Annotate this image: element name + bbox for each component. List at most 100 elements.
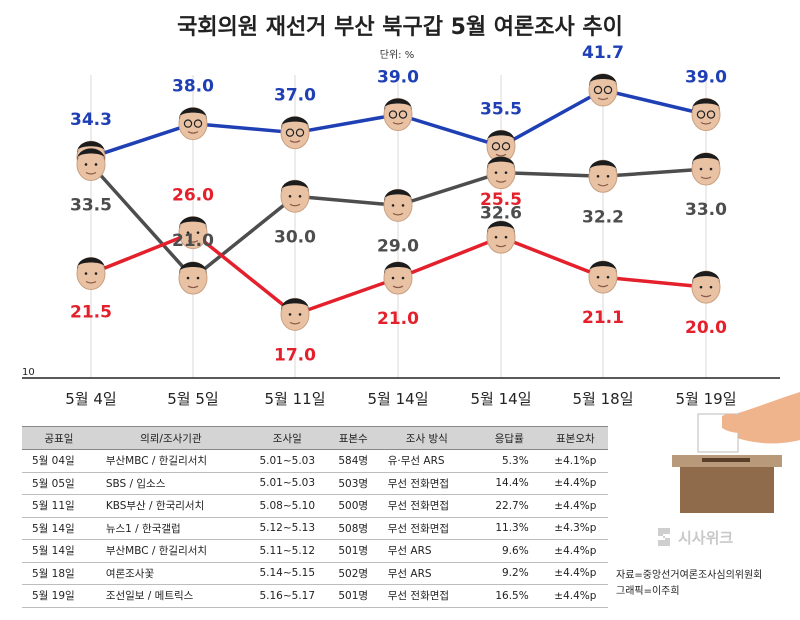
table-cell: 508명	[328, 517, 378, 540]
x-tick-label: 5월 14일	[471, 390, 532, 408]
candidate-face-marker	[76, 147, 106, 181]
table-cell: 5월 14일	[22, 517, 96, 540]
x-axis: 10 5월 4일 5월 5일 5월 11일 5월 14일 5월 14일 5월 18일 5월 1…	[22, 367, 780, 408]
x-tick-label: 5월 11일	[265, 390, 326, 408]
candidate-face-marker	[588, 159, 618, 193]
table-cell: 부산MBC / 한길리서치	[95, 539, 246, 563]
candidate-face-marker	[383, 98, 413, 132]
table-cell: 501명	[328, 539, 378, 563]
candidate-face-marker	[588, 260, 618, 294]
credits: 자료=중앙선거여론조사심의위원회 그래픽=이주희	[616, 568, 762, 600]
x-tick-label: 5월 4일	[65, 390, 116, 408]
table-cell: KBS부산 / 한국리서치	[95, 494, 246, 518]
table-cell: 5.12~5.13	[245, 517, 329, 540]
candidate-face-marker	[280, 116, 310, 150]
table-cell: 5월 18일	[22, 562, 96, 585]
candidate-face-marker	[486, 220, 516, 254]
data-labels: 34.3 38.0 37.0 39.0 35.5 41.7 39.0 33.5 21.0 30.0…	[70, 43, 727, 365]
candidate-face-marker	[178, 107, 208, 141]
column-header: 조사 방식	[377, 426, 476, 450]
data-label: 37.0	[274, 86, 316, 106]
table-cell: ±4.1%p	[542, 449, 608, 473]
candidate-faces	[76, 73, 721, 331]
table-row: 5월 04일 부산MBC / 한길리서치 5.01~5.03 584명 유·무선 ARS…	[22, 449, 608, 473]
table-cell: 뉴스1 / 한국갤럽	[95, 517, 246, 540]
table-cell: 500명	[328, 494, 378, 518]
table-cell: ±4.4%p	[542, 584, 608, 608]
data-label: 25.5	[480, 190, 522, 210]
table-header-row: 공표일 의뢰/조사기관 조사일 표본수 조사 방식 응답률 표본오차	[22, 426, 608, 450]
sisaweek-logo-text: 시사위크	[678, 529, 734, 547]
table-cell: 5.08~5.10	[245, 494, 329, 518]
table-cell: 5월 19일	[22, 584, 96, 608]
chart-title: 국회의원 재선거 부산 북구갑 5월 여론조사 추이	[177, 15, 623, 40]
table-row: 5월 05일 SBS / 입소스 5.01~5.03 503명 무선 전화면접 14.4%…	[22, 472, 608, 495]
y-axis-min-label: 10	[22, 367, 35, 378]
data-label: 41.7	[582, 43, 624, 63]
candidate-face-marker	[486, 156, 516, 190]
candidate-face-marker	[178, 261, 208, 295]
table-cell: 5월 14일	[22, 539, 96, 563]
data-label: 39.0	[685, 68, 727, 88]
table-cell: SBS / 입소스	[95, 472, 246, 495]
x-tick-label: 5월 5일	[167, 390, 218, 408]
table-cell: 16.5%	[475, 584, 543, 608]
table-cell: ±4.4%p	[542, 494, 608, 518]
data-label: 30.0	[274, 227, 316, 247]
data-label: 17.0	[274, 345, 316, 365]
data-label: 21.1	[582, 308, 624, 328]
column-header: 의뢰/조사기관	[95, 426, 246, 450]
x-tick-label: 5월 14일	[368, 390, 429, 408]
sisaweek-logo-icon	[658, 528, 670, 546]
candidate-face-marker	[691, 98, 721, 132]
source-credit: 자료=중앙선거여론조사심의위원회	[616, 570, 763, 581]
data-label: 32.6	[480, 204, 522, 224]
data-label: 35.5	[480, 99, 522, 119]
table-cell: 502명	[328, 562, 378, 585]
table-cell: 여론조사꽃	[95, 562, 246, 585]
x-tick-label: 5월 19일	[676, 390, 737, 408]
unit-label: 단위: %	[380, 48, 414, 61]
table-row: 5월 11일 KBS부산 / 한국리서치 5.08~5.10 500명 무선 전화면접 2…	[22, 494, 608, 518]
column-header: 응답률	[475, 426, 543, 450]
table-cell: 503명	[328, 472, 378, 495]
candidate-face-marker	[383, 261, 413, 295]
table-cell: ±4.4%p	[542, 562, 608, 585]
table-cell: 조선일보 / 메트릭스	[95, 584, 246, 608]
table-cell: 무선 전화면접	[377, 517, 476, 540]
data-label: 34.3	[70, 110, 112, 130]
candidate-face-marker	[280, 297, 310, 331]
data-label: 39.0	[377, 68, 419, 88]
table-cell: 5.11~5.12	[245, 539, 329, 563]
data-label: 32.2	[582, 207, 624, 227]
table-row: 5월 19일 조선일보 / 메트릭스 5.16~5.17 501명 무선 전화면접 16.…	[22, 584, 608, 608]
column-header: 공표일	[22, 426, 96, 450]
candidate-face-marker	[691, 270, 721, 304]
table-cell: 유·무선 ARS	[377, 449, 476, 473]
data-label: 20.0	[685, 318, 727, 338]
table-cell: 22.7%	[475, 494, 543, 518]
table-cell: ±4.3%p	[542, 517, 608, 540]
table-row: 5월 14일 뉴스1 / 한국갤럽 5.12~5.13 508명 무선 전화면접 11.3…	[22, 517, 608, 540]
data-label: 21.0	[377, 309, 419, 329]
candidate-face-marker	[383, 188, 413, 222]
column-header: 표본수	[328, 426, 378, 450]
table-cell: ±4.4%p	[542, 539, 608, 563]
candidate-face-marker	[280, 179, 310, 213]
candidate-face-marker	[76, 257, 106, 291]
table-cell: 5월 04일	[22, 449, 96, 473]
table-cell: 584명	[328, 449, 378, 473]
table-cell: 무선 ARS	[377, 562, 476, 585]
table-cell: 501명	[328, 584, 378, 608]
data-label: 21.0	[172, 231, 214, 251]
ballot-box-illustration	[672, 392, 800, 513]
table-cell: 5.01~5.03	[245, 449, 329, 473]
data-label: 26.0	[172, 186, 214, 206]
table-row: 5월 18일 여론조사꽃 5.14~5.15 502명 무선 ARS 9.2% ±4.4%p	[22, 562, 608, 585]
candidate-face-marker	[588, 73, 618, 107]
data-label: 33.5	[70, 195, 112, 215]
table-cell: 5월 05일	[22, 472, 96, 495]
data-label: 38.0	[172, 77, 214, 97]
table-cell: 무선 ARS	[377, 539, 476, 563]
